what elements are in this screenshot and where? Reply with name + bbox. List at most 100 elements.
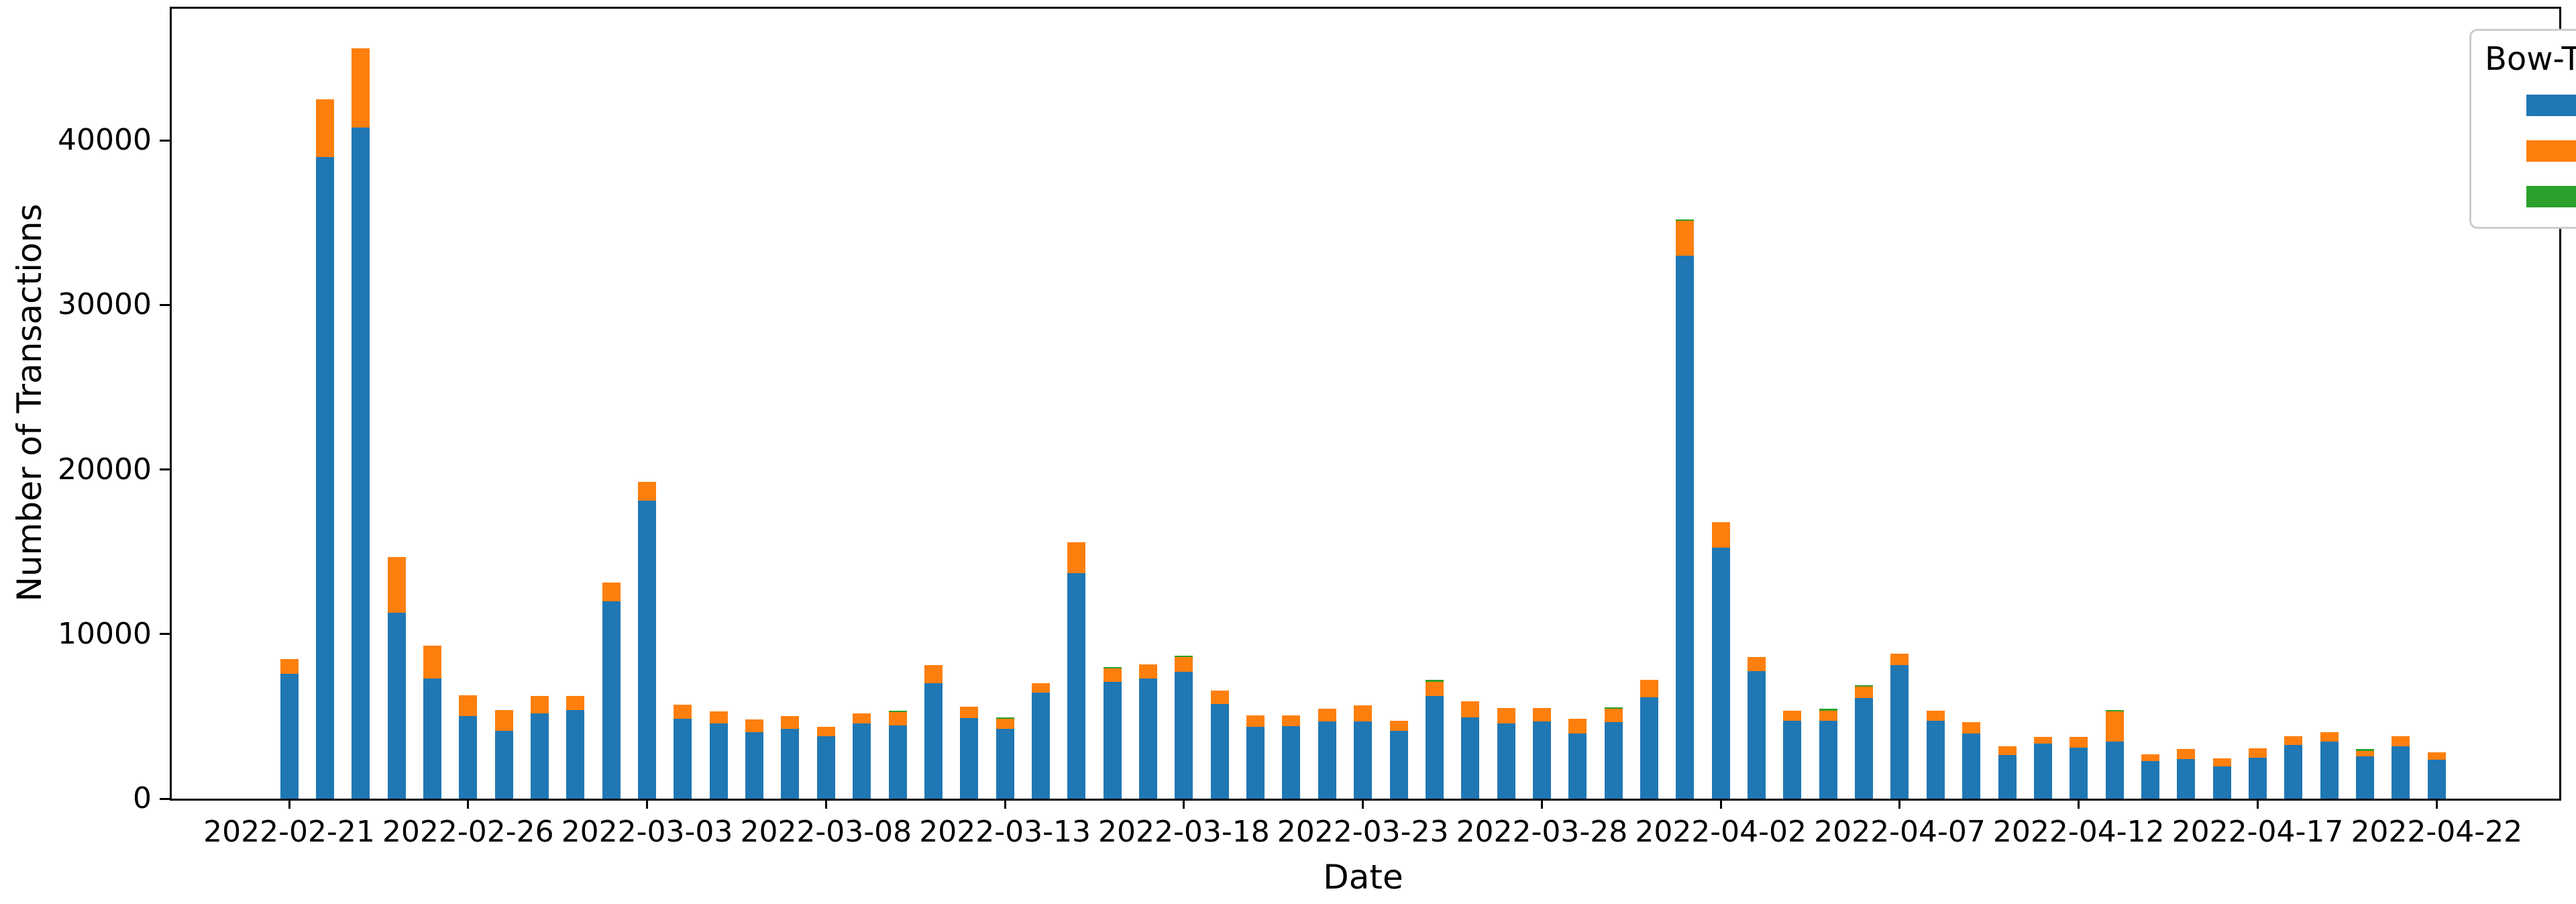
x-tick-label: 2022-04-12: [1992, 815, 2165, 849]
x-tick-mark: [1183, 799, 1185, 809]
x-tick-mark: [646, 799, 649, 809]
bar-segment-scc-2022-03-01: [566, 709, 585, 799]
bar-segment-scc-2022-03-03: [638, 501, 657, 799]
bar-segment-scc-2022-04-19: [2320, 742, 2339, 799]
x-tick-mark: [288, 799, 290, 809]
bar-segment-scc-2022-04-02: [1711, 548, 1730, 799]
bar-segment-out-2022-03-06: [745, 719, 764, 732]
bar-segment-out-2022-03-19: [1210, 690, 1229, 705]
legend-row-out: OUT: [2485, 133, 2576, 169]
bar-segment-out-2022-04-13: [2105, 711, 2124, 742]
bar-segment-scc-2022-04-18: [2284, 745, 2303, 799]
y-tick-mark: [160, 139, 170, 142]
bar-segment-in-2022-03-10: [888, 710, 907, 713]
bar-segment-scc-2022-04-15: [2177, 759, 2196, 799]
bar-segment-in-2022-03-25: [1425, 680, 1444, 682]
out-swatch-icon: [2526, 140, 2576, 162]
bar-segment-scc-2022-04-07: [1890, 665, 1909, 799]
bar-segment-in-2022-03-13: [996, 717, 1014, 719]
bar-segment-scc-2022-04-01: [1676, 255, 1695, 799]
bar-segment-scc-2022-04-12: [2070, 748, 2088, 799]
x-tick-mark: [1898, 799, 1901, 809]
plot-area: 2022-02-21 2022-02-26 2022-03-03 2022-03-08…: [58, 7, 2576, 849]
bar-segment-scc-2022-03-11: [924, 683, 943, 799]
bar-segment-out-2022-03-22: [1318, 709, 1336, 721]
bar-segment-out-2022-04-01: [1676, 221, 1695, 256]
bar-segment-out-2022-04-11: [2033, 737, 2052, 744]
bar-segment-scc-2022-03-09: [853, 723, 871, 799]
bar-segment-scc-2022-03-14: [1031, 692, 1050, 799]
bar-segment-out-2022-03-07: [781, 716, 800, 729]
bar-segment-scc-2022-03-04: [674, 719, 692, 799]
bar-segment-scc-2022-03-31: [1640, 697, 1658, 799]
bar-segment-scc-2022-03-28: [1532, 721, 1551, 799]
bar-segment-scc-2022-03-29: [1568, 734, 1587, 799]
bar-segment-out-2022-03-15: [1067, 542, 1086, 574]
bar-segment-out-2022-04-10: [1998, 746, 2017, 756]
bar-segment-scc-2022-03-20: [1246, 727, 1265, 799]
bar-segment-out-2022-03-10: [888, 712, 907, 725]
bar-segment-out-2022-03-31: [1640, 680, 1658, 698]
bar-segment-out-2022-03-26: [1461, 701, 1480, 717]
bar-segment-out-2022-03-13: [996, 719, 1014, 729]
bar-segment-scc-2022-03-30: [1604, 721, 1623, 799]
bar-segment-out-2022-03-02: [602, 582, 621, 601]
x-tick-mark: [2257, 799, 2259, 809]
bar-segment-out-2022-02-27: [494, 709, 513, 732]
bar-segment-scc-2022-04-03: [1748, 670, 1766, 799]
bar-segment-scc-2022-03-05: [709, 723, 728, 799]
legend-row-in: IN: [2485, 179, 2576, 215]
bar-segment-out-2022-04-22: [2427, 752, 2446, 760]
bar-segment-scc-2022-03-13: [996, 728, 1014, 799]
bar-segment-out-2022-02-25: [423, 645, 441, 679]
bar-segment-scc-2022-03-08: [816, 736, 835, 799]
bar-segment-scc-2022-04-22: [2427, 760, 2446, 799]
x-tick-label: 2022-04-07: [1814, 815, 1986, 849]
bar-segment-out-2022-04-19: [2320, 732, 2339, 742]
bar-segment-out-2022-03-27: [1497, 708, 1515, 724]
bar-segment-out-2022-03-03: [638, 482, 657, 501]
bar-segment-scc-2022-03-21: [1282, 726, 1301, 799]
x-tick-mark: [824, 799, 827, 809]
bar-segment-scc-2022-04-13: [2105, 742, 2124, 799]
y-tick-mark: [160, 468, 170, 471]
bar-segment-scc-2022-03-12: [960, 717, 979, 799]
bar-segment-scc-2022-04-14: [2141, 760, 2159, 799]
bar-segment-out-2022-03-09: [853, 713, 871, 724]
y-tick-label: 30000: [58, 287, 152, 322]
legend-row-scc: SCC: [2485, 87, 2576, 123]
x-tick-mark: [2078, 799, 2080, 809]
bar-segment-out-2022-03-29: [1568, 719, 1587, 734]
bar-segment-out-2022-03-30: [1604, 709, 1623, 722]
y-tick-mark: [160, 303, 170, 306]
x-tick-mark: [1540, 799, 1543, 809]
bar-segment-scc-2022-03-23: [1354, 721, 1373, 799]
x-tick-label: 2022-02-26: [382, 815, 554, 849]
x-tick-mark: [1719, 799, 1722, 809]
in-swatch-icon: [2526, 186, 2576, 207]
bar-segment-scc-2022-03-06: [745, 732, 764, 799]
bar-segment-out-2022-02-22: [315, 99, 334, 157]
bar-segment-out-2022-03-23: [1354, 705, 1373, 721]
bar-segment-in-2022-04-20: [2356, 749, 2375, 751]
bar-segment-scc-2022-04-08: [1926, 720, 1945, 799]
bar-segment-scc-2022-02-28: [530, 713, 549, 799]
bar-segment-scc-2022-04-17: [2249, 757, 2267, 799]
bar-segment-out-2022-03-28: [1532, 708, 1551, 721]
bar-segment-scc-2022-04-11: [2033, 743, 2052, 799]
y-axis-title: Number of Transactions: [10, 203, 49, 602]
bar-segment-out-2022-03-12: [960, 707, 979, 718]
bar-segment-out-2022-02-28: [530, 695, 549, 713]
bar-segment-out-2022-04-03: [1748, 657, 1766, 671]
legend: Bow-Tie Groups SCC OUT IN: [2469, 29, 2576, 229]
bar-segment-scc-2022-04-09: [1962, 734, 1981, 799]
x-tick-label: 2022-03-18: [1098, 815, 1270, 849]
bar-segment-scc-2022-02-27: [494, 731, 513, 799]
bar-segment-scc-2022-03-16: [1103, 681, 1122, 799]
bar-segment-in-2022-04-01: [1676, 219, 1695, 221]
bar-segment-out-2022-03-21: [1282, 715, 1301, 727]
y-tick-mark: [160, 633, 170, 636]
bar-segment-out-2022-03-04: [674, 705, 692, 719]
bar-segment-out-2022-03-01: [566, 695, 585, 710]
